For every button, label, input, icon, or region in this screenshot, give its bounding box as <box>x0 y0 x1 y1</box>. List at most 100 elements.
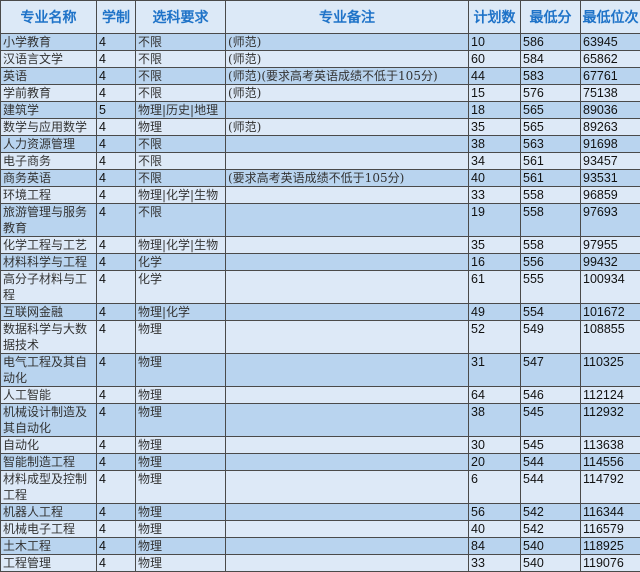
cell-note <box>226 387 469 404</box>
cell-min-rank: 100934 <box>581 271 640 304</box>
header-min-rank: 最低位次 <box>581 1 640 34</box>
cell-years: 4 <box>97 119 136 136</box>
cell-min-score: 549 <box>521 321 581 354</box>
cell-note <box>226 204 469 237</box>
header-note: 专业备注 <box>226 1 469 34</box>
cell-plan: 40 <box>469 521 521 538</box>
cell-subjects: 物理 <box>136 538 226 555</box>
cell-subjects: 不限 <box>136 68 226 85</box>
cell-min-score: 565 <box>521 119 581 136</box>
cell-years: 4 <box>97 454 136 471</box>
cell-subjects: 不限 <box>136 136 226 153</box>
cell-subjects: 不限 <box>136 85 226 102</box>
cell-min-rank: 114556 <box>581 454 640 471</box>
cell-subjects: 化学 <box>136 271 226 304</box>
cell-min-score: 556 <box>521 254 581 271</box>
cell-min-rank: 114792 <box>581 471 640 504</box>
cell-plan: 35 <box>469 119 521 136</box>
cell-major-name: 数据科学与大数据技术 <box>1 321 97 354</box>
cell-plan: 40 <box>469 170 521 187</box>
cell-major-name: 化学工程与工艺 <box>1 237 97 254</box>
cell-years: 4 <box>97 354 136 387</box>
cell-major-name: 环境工程 <box>1 187 97 204</box>
cell-plan: 20 <box>469 454 521 471</box>
cell-years: 4 <box>97 51 136 68</box>
cell-major-name: 建筑学 <box>1 102 97 119</box>
cell-min-rank: 93531 <box>581 170 640 187</box>
cell-min-score: 540 <box>521 538 581 555</box>
cell-note <box>226 521 469 538</box>
cell-min-score: 584 <box>521 51 581 68</box>
cell-min-score: 558 <box>521 237 581 254</box>
cell-plan: 33 <box>469 555 521 572</box>
cell-note: (要求高考英语成绩不低于105分) <box>226 170 469 187</box>
cell-major-name: 汉语言文学 <box>1 51 97 68</box>
cell-plan: 30 <box>469 437 521 454</box>
cell-min-score: 561 <box>521 170 581 187</box>
cell-years: 4 <box>97 85 136 102</box>
cell-min-score: 544 <box>521 471 581 504</box>
cell-major-name: 电气工程及其自动化 <box>1 354 97 387</box>
cell-subjects: 物理|化学 <box>136 304 226 321</box>
cell-subjects: 不限 <box>136 170 226 187</box>
cell-years: 4 <box>97 471 136 504</box>
cell-major-name: 学前教育 <box>1 85 97 102</box>
cell-plan: 31 <box>469 354 521 387</box>
cell-major-name: 旅游管理与服务教育 <box>1 204 97 237</box>
cell-years: 4 <box>97 34 136 51</box>
cell-plan: 52 <box>469 321 521 354</box>
cell-min-rank: 101672 <box>581 304 640 321</box>
cell-min-rank: 97693 <box>581 204 640 237</box>
cell-subjects: 物理 <box>136 387 226 404</box>
cell-subjects: 化学 <box>136 254 226 271</box>
cell-plan: 61 <box>469 271 521 304</box>
cell-years: 4 <box>97 555 136 572</box>
cell-min-rank: 91698 <box>581 136 640 153</box>
cell-years: 4 <box>97 538 136 555</box>
cell-plan: 33 <box>469 187 521 204</box>
header-subjects: 选科要求 <box>136 1 226 34</box>
cell-plan: 16 <box>469 254 521 271</box>
cell-major-name: 人工智能 <box>1 387 97 404</box>
cell-plan: 64 <box>469 387 521 404</box>
cell-note <box>226 504 469 521</box>
cell-plan: 84 <box>469 538 521 555</box>
cell-min-score: 555 <box>521 271 581 304</box>
cell-note <box>226 254 469 271</box>
cell-major-name: 电子商务 <box>1 153 97 170</box>
cell-min-rank: 112932 <box>581 404 640 437</box>
cell-years: 4 <box>97 237 136 254</box>
cell-years: 4 <box>97 321 136 354</box>
cell-major-name: 材料成型及控制工程 <box>1 471 97 504</box>
cell-years: 4 <box>97 68 136 85</box>
cell-min-rank: 119076 <box>581 555 640 572</box>
cell-note <box>226 354 469 387</box>
cell-years: 4 <box>97 304 136 321</box>
cell-plan: 34 <box>469 153 521 170</box>
cell-plan: 19 <box>469 204 521 237</box>
cell-plan: 38 <box>469 404 521 437</box>
cell-note <box>226 237 469 254</box>
cell-years: 4 <box>97 187 136 204</box>
cell-min-rank: 96859 <box>581 187 640 204</box>
cell-subjects: 物理 <box>136 471 226 504</box>
header-plan: 计划数 <box>469 1 521 34</box>
cell-min-score: 540 <box>521 555 581 572</box>
cell-plan: 60 <box>469 51 521 68</box>
cell-subjects: 物理 <box>136 404 226 437</box>
cell-note: (师范) <box>226 51 469 68</box>
cell-years: 4 <box>97 387 136 404</box>
cell-years: 4 <box>97 271 136 304</box>
cell-min-score: 558 <box>521 187 581 204</box>
cell-note <box>226 471 469 504</box>
